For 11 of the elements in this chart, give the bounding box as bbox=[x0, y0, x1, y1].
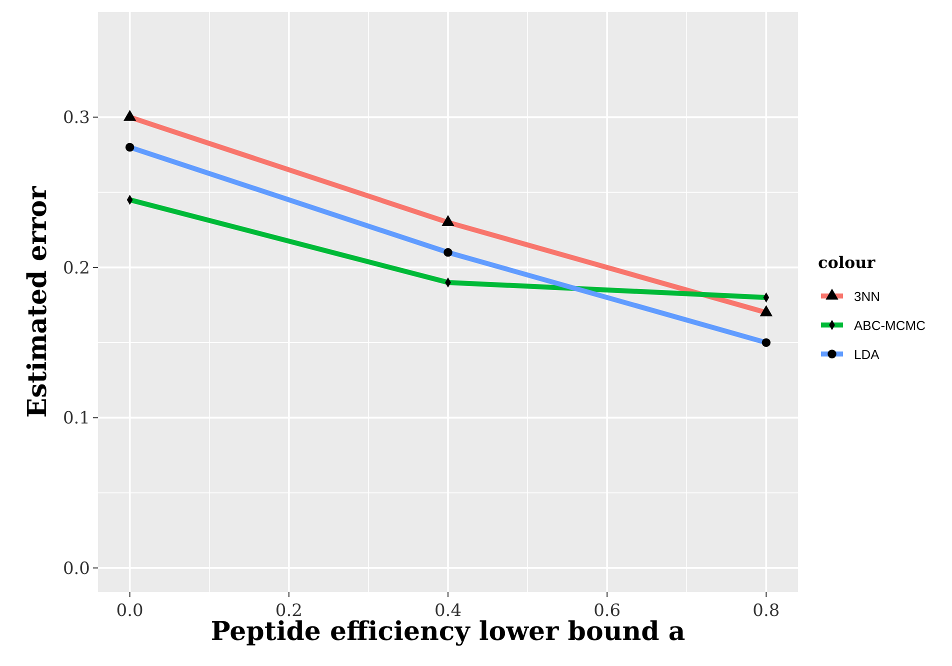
legend-label: LDA bbox=[854, 347, 880, 362]
legend-label: ABC-MCMC bbox=[854, 318, 926, 333]
y-tick-label: 0.2 bbox=[62, 258, 90, 278]
y-axis-title: Estimated error bbox=[23, 186, 53, 418]
y-tick-label: 0.0 bbox=[62, 558, 90, 579]
y-tick-label: 0.3 bbox=[62, 108, 90, 128]
legend-title: colour bbox=[818, 253, 876, 272]
x-tick-label: 0.0 bbox=[116, 601, 144, 621]
x-tick-label: 0.8 bbox=[752, 601, 780, 621]
y-tick-label: 0.1 bbox=[62, 408, 90, 429]
legend-label: 3NN bbox=[854, 289, 880, 304]
